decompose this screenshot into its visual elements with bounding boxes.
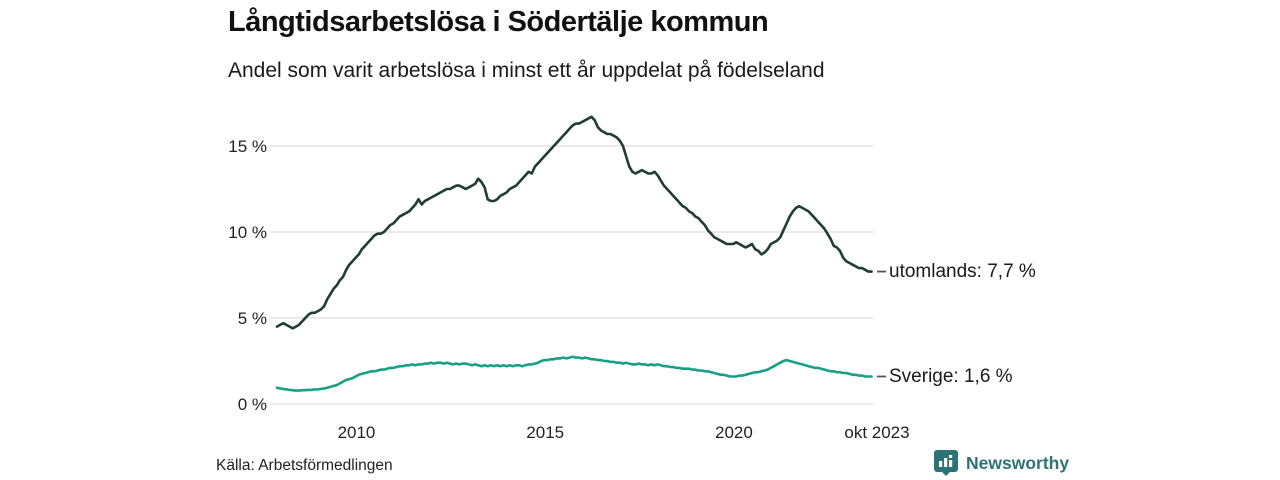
newsworthy-barchart-pin-icon [933,449,959,477]
y-axis-tick-label: 5 % [238,309,267,328]
x-axis-tick-label: 2015 [526,423,564,442]
x-axis-tick-label: 2020 [715,423,753,442]
source-credit: Källa: Arbetsförmedlingen [216,457,393,474]
series-line-utomlands [275,115,873,330]
brand-name: Newsworthy [966,452,1070,473]
y-axis-tick-label: 0 % [238,395,267,414]
x-axis-tick-label: okt 2023 [844,423,909,442]
series-label-sverige: Sverige: 1,6 % [889,366,1013,387]
page-title: Långtidsarbetslösa i Södertälje kommun [228,6,769,38]
y-axis-tick-label: 10 % [228,223,267,242]
series-label-utomlands: utomlands: 7,7 % [889,261,1036,282]
brand-logo: Newsworthy [933,449,1069,477]
page-subtitle: Andel som varit arbetslösa i minst ett å… [228,59,825,82]
x-axis-tick-label: 2010 [338,423,376,442]
series-line-Sverige [275,355,873,392]
y-axis-tick-label: 15 % [228,137,267,156]
